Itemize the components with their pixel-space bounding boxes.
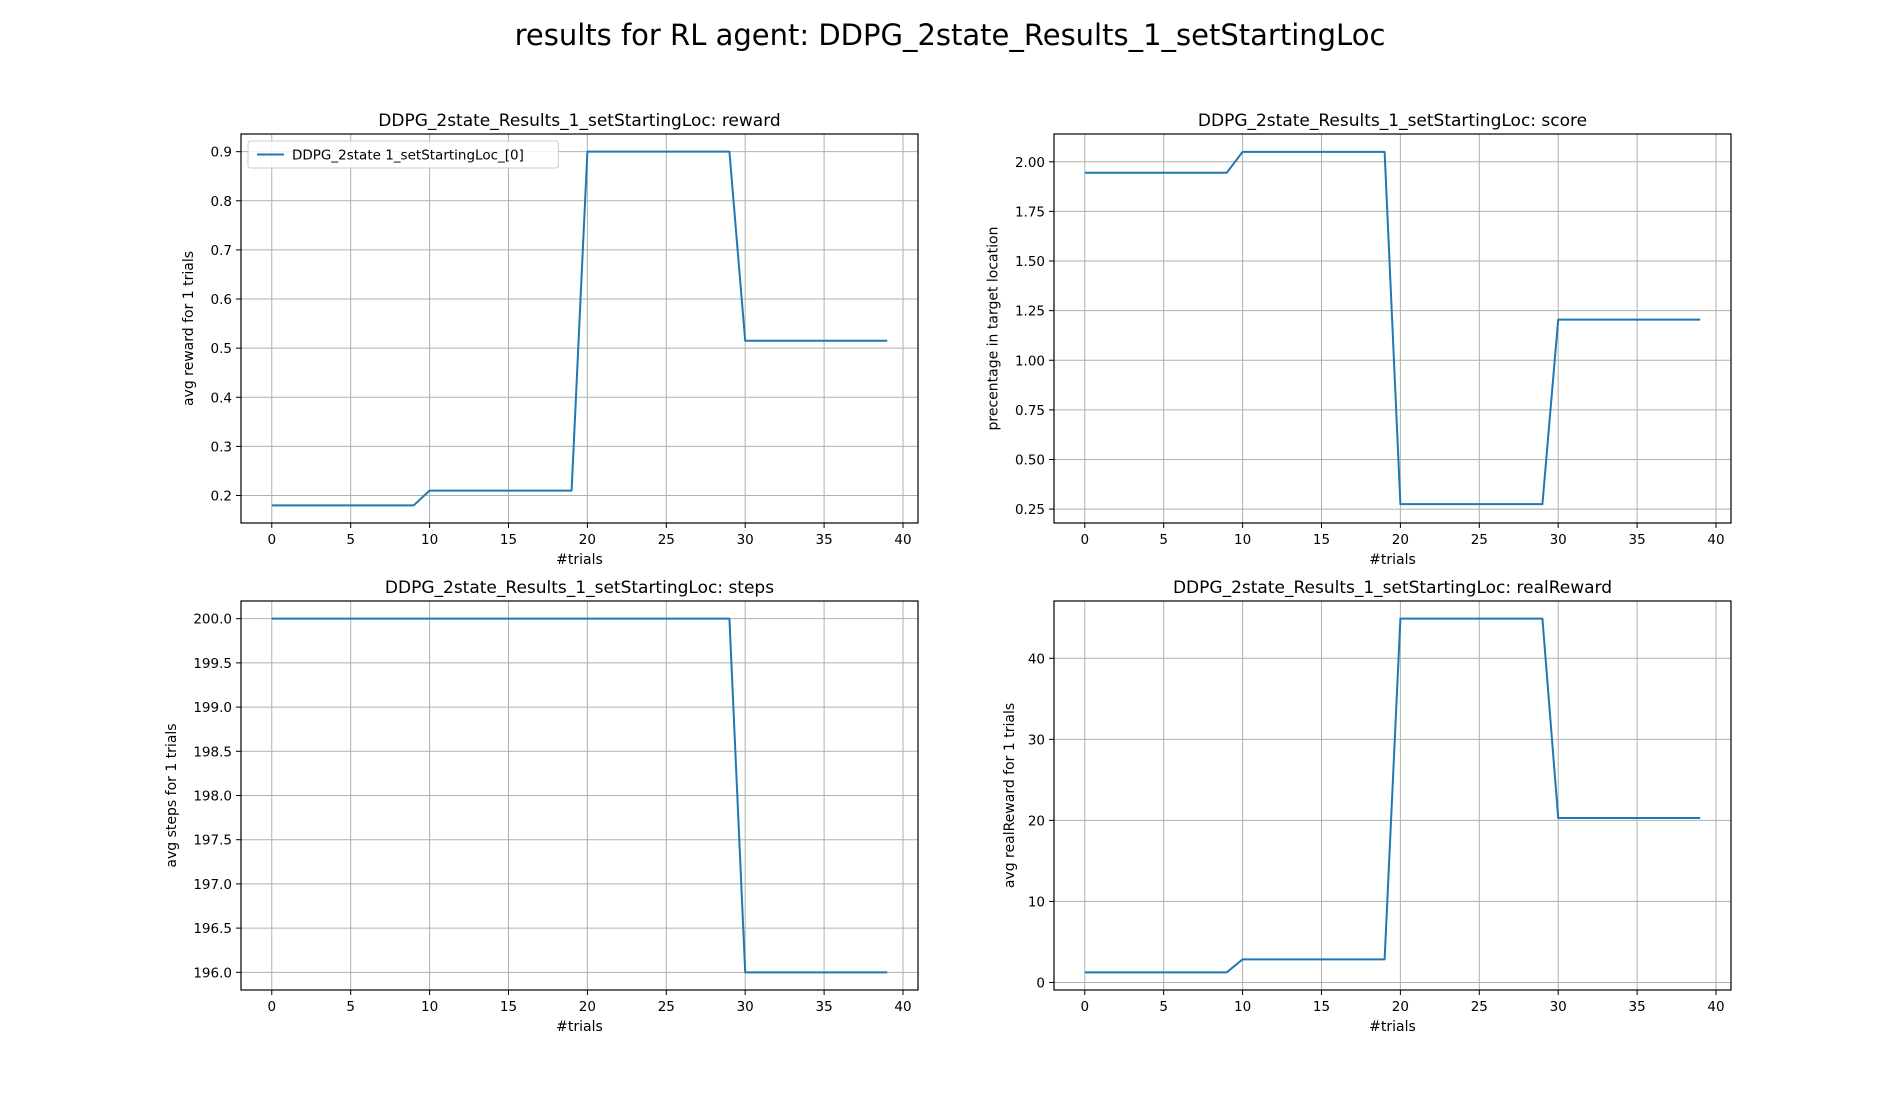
y-tick-label: 1.50 — [1015, 254, 1045, 270]
x-tick-label: 15 — [1313, 532, 1330, 548]
y-tick-label: 0.75 — [1015, 403, 1045, 419]
subplot-steps: 0 5 10 15 20 25 30 35 40 196.0 196.5 197.0 197.5 198.… — [164, 578, 919, 1035]
x-tick-label: 40 — [894, 532, 911, 548]
y-tick-label: 1.75 — [1015, 204, 1045, 220]
x-tick-label: 25 — [658, 532, 675, 548]
x-tick-label: 25 — [1471, 532, 1488, 548]
subplot-title-realreward: DDPG_2state_Results_1_setStartingLoc: re… — [1173, 578, 1612, 598]
subplots: 0 5 10 15 20 25 30 35 40 0.2 0.3 0.4 0.5 0.6 0.7 0.8 0.9… — [164, 111, 1732, 1035]
x-tick-label: 5 — [1159, 532, 1168, 548]
axes-frame — [1053, 133, 1732, 524]
y-tick-label: 0.3 — [211, 439, 232, 455]
x-tick-label: 0 — [267, 999, 276, 1015]
legend: DDPG_2state 1_setStartingLoc_[0] — [247, 140, 559, 169]
x-tick-label: 20 — [579, 999, 596, 1015]
axes-frame — [1053, 600, 1732, 991]
x-tick-label: 35 — [1629, 999, 1646, 1015]
subplot-title-reward: DDPG_2state_Results_1_setStartingLoc: re… — [378, 111, 780, 131]
x-tick-label: 15 — [500, 532, 517, 548]
y-axis-label: avg steps for 1 trials — [164, 723, 180, 867]
x-tick-label: 0 — [267, 532, 276, 548]
x-axis-label: #trials — [1369, 552, 1416, 568]
x-tick-label: 20 — [579, 532, 596, 548]
y-tick-label: 0.6 — [211, 292, 232, 308]
series-line-realreward — [1084, 617, 1701, 974]
x-tick-label: 30 — [1550, 999, 1567, 1015]
x-tick-label: 30 — [737, 532, 754, 548]
x-tick-label: 20 — [1392, 532, 1409, 548]
x-tick-label: 30 — [737, 999, 754, 1015]
y-tick-label: 1.25 — [1015, 304, 1045, 320]
legend-entry-label: DDPG_2state 1_setStartingLoc_[0] — [292, 148, 524, 164]
x-tick-label: 25 — [1471, 999, 1488, 1015]
x-tick-label: 40 — [894, 999, 911, 1015]
y-tick-label: 0.50 — [1015, 452, 1045, 468]
x-tick-label: 0 — [1080, 999, 1089, 1015]
y-tick-label: 198.0 — [193, 789, 232, 805]
legend-box — [247, 140, 559, 169]
x-tick-label: 15 — [1313, 999, 1330, 1015]
y-tick-label: 197.5 — [193, 833, 232, 849]
y-tick-label: 20 — [1028, 813, 1045, 829]
y-tick-label: 0.2 — [211, 488, 232, 504]
y-tick-label: 0.25 — [1015, 502, 1045, 518]
x-tick-label: 5 — [1159, 999, 1168, 1015]
x-tick-label: 30 — [1550, 532, 1567, 548]
y-tick-label: 196.5 — [193, 921, 232, 937]
y-tick-label: 40 — [1028, 651, 1045, 667]
y-tick-label: 0.7 — [211, 243, 232, 259]
x-tick-label: 10 — [1234, 999, 1251, 1015]
subplot-score: 0 5 10 15 20 25 30 35 40 0.25 0.50 0.75 1.00 1.25 1.50… — [985, 111, 1732, 568]
y-tick-label: 199.0 — [193, 700, 232, 716]
y-tick-label: 30 — [1028, 732, 1045, 748]
x-tick-label: 35 — [816, 999, 833, 1015]
y-axis-label: precentage in target location — [985, 227, 1001, 431]
y-tick-label: 0.8 — [211, 194, 232, 210]
y-axis-label: avg reward for 1 trials — [181, 251, 197, 406]
x-tick-label: 15 — [500, 999, 517, 1015]
x-tick-label: 35 — [816, 532, 833, 548]
subplot-reward: 0 5 10 15 20 25 30 35 40 0.2 0.3 0.4 0.5 0.6 0.7 0.8 0.9… — [181, 111, 919, 568]
y-axis-label: avg realReward for 1 trials — [1002, 703, 1018, 888]
y-tick-label: 196.0 — [193, 965, 232, 981]
subplot-title-steps: DDPG_2state_Results_1_setStartingLoc: st… — [385, 578, 774, 598]
x-tick-label: 10 — [421, 999, 438, 1015]
y-tick-label: 197.0 — [193, 877, 232, 893]
x-axis-label: #trials — [1369, 1019, 1416, 1035]
y-tick-label: 10 — [1028, 894, 1045, 910]
subplot-title-score: DDPG_2state_Results_1_setStartingLoc: sc… — [1198, 111, 1587, 131]
y-tick-label: 198.5 — [193, 744, 232, 760]
y-tick-label: 0.4 — [211, 390, 232, 406]
axes-frame — [240, 133, 919, 524]
subplot-realreward: 0 5 10 15 20 25 30 35 40 0 10 20 30 40 DDPG_2state_Res… — [1002, 578, 1732, 1035]
x-axis-label: #trials — [556, 1019, 603, 1035]
y-tick-label: 1.00 — [1015, 353, 1045, 369]
x-tick-label: 5 — [346, 999, 355, 1015]
x-tick-label: 10 — [421, 532, 438, 548]
y-tick-label: 0.5 — [211, 341, 232, 357]
x-tick-label: 35 — [1629, 532, 1646, 548]
series-line-score — [1084, 150, 1701, 506]
x-tick-label: 5 — [346, 532, 355, 548]
x-axis-label: #trials — [556, 552, 603, 568]
figure-title: results for RL agent: DDPG_2state_Result… — [515, 18, 1386, 52]
x-tick-label: 25 — [658, 999, 675, 1015]
x-tick-label: 40 — [1707, 999, 1724, 1015]
y-tick-label: 0.9 — [211, 145, 232, 161]
x-tick-label: 10 — [1234, 532, 1251, 548]
series-line-reward — [271, 150, 888, 507]
y-tick-label: 199.5 — [193, 656, 232, 672]
y-tick-label: 2.00 — [1015, 155, 1045, 171]
x-tick-label: 40 — [1707, 532, 1724, 548]
x-tick-label: 20 — [1392, 999, 1409, 1015]
y-tick-label: 200.0 — [193, 612, 232, 628]
x-tick-label: 0 — [1080, 532, 1089, 548]
series-line-steps — [271, 617, 888, 974]
y-tick-label: 0 — [1036, 975, 1045, 991]
